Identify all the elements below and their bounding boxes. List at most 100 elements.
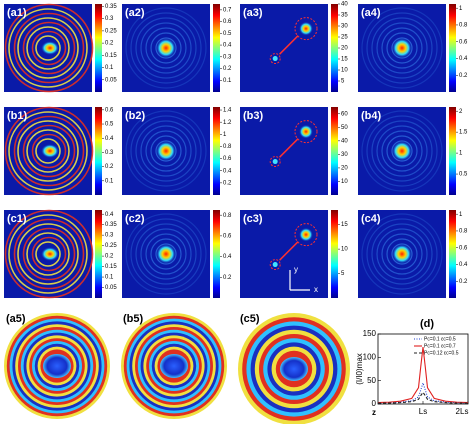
x-tick-label: Ls [419,407,427,416]
dot [272,262,278,268]
ring [135,223,197,285]
colorbar-tick-label: 0.1 [105,275,114,281]
panel-label: (a4) [361,7,381,19]
colorbar-tick-label: 0.05 [105,285,117,291]
ring [125,7,207,89]
spot [156,141,176,161]
spot [156,38,176,58]
spot [392,141,412,161]
ring [35,241,61,267]
colorbar-tick-label: 0.2 [105,41,114,47]
ring [150,135,182,167]
colorbar-tick-label: 0.7 [223,7,232,13]
colorbar-tick-label: 0.2 [459,73,468,79]
colorbar-tick-label: 0.8 [459,229,468,235]
ring [386,32,418,64]
colorbar-tick-label: 0.6 [105,107,114,113]
colorbar-tick-label: 0.25 [105,28,117,34]
x-tick-label: 2Ls [456,407,469,416]
y-tick-label: 0 [372,399,377,408]
colorbar-tick-label: 0.6 [223,19,232,25]
colorbar-tick-label: 0.5 [459,172,468,178]
colorbar [213,210,220,298]
colorbar [449,4,456,92]
ring [361,110,443,192]
colorbar-tick-label: 20 [341,166,348,172]
arrow [279,138,299,158]
ring [13,115,85,187]
spot [41,41,59,55]
spot [156,244,176,264]
ring [31,236,67,272]
colorbar-tick-label: 1.4 [223,108,232,114]
colorbar-tick-label: 0.4 [223,43,232,49]
legend-label: Pc=0.1 εc=0.7 [424,343,456,349]
y-tick-label: 150 [363,329,377,338]
ring [386,238,418,270]
colorbar-tick-label: 0.1 [105,178,114,184]
colorbar-tick-label: 10 [341,247,348,253]
ring [140,228,192,280]
ring [361,7,443,89]
core [160,354,188,378]
panel-label: (a5) [6,313,26,325]
arrow [279,35,299,55]
zoom-circle [269,156,281,168]
colorbar-tick-label: 0.6 [459,245,468,251]
ring [4,3,94,93]
colorbar-tick-label: 0.1 [223,78,232,84]
panel-label: (b4) [361,110,382,122]
colorbar-tick-label: 0.4 [459,56,468,62]
ring [4,106,94,196]
colorbar-tick-label: 0.8 [223,144,232,150]
ring [361,213,443,295]
ring [371,223,433,285]
y-axis-label: (I/I0)max [355,353,364,385]
colorbar-tick-label: 0.35 [105,4,117,10]
ring [376,228,428,280]
colorbar-tick-label: 1 [459,6,463,12]
ring [130,218,202,290]
spot [392,244,412,264]
colorbar-tick-label: 1.2 [223,120,232,126]
colorbar-tick-label: 0.4 [105,212,114,218]
ring [386,135,418,167]
ring [22,124,76,178]
colorbar-tick-label: 0.2 [223,275,232,281]
y-tick-label: 100 [363,352,377,361]
colorbar [213,4,220,92]
dot [272,159,278,165]
colorbar-tick-label: 1 [459,212,463,218]
colorbar-tick-label: 1 [459,151,463,157]
zoom-circle [294,17,318,41]
colorbar-tick-label: 0.2 [223,180,232,186]
zoom-circle [269,259,281,271]
ring [35,138,61,164]
colorbar-tick-label: 0.5 [223,31,232,37]
ring [381,130,423,172]
zoom-circle [269,53,281,65]
panel-label: (a1) [7,7,27,19]
zoom-circle [294,223,318,247]
line [377,347,469,404]
colorbar [331,107,338,195]
colorbar [213,107,220,195]
colorbar-tick-label: 0.4 [223,168,232,174]
colorbar-tick-label: 0.05 [105,77,117,83]
ring [130,115,202,187]
colorbar-tick-label: 0.8 [223,213,232,219]
ring [22,227,76,281]
ring [140,22,192,74]
colorbar-tick-label: 0.15 [105,53,117,59]
ring [381,27,423,69]
ring [145,130,187,172]
panel-label: (b3) [243,110,264,122]
ring [376,22,428,74]
core [280,357,308,381]
heatmap [240,210,328,298]
panel-label: (c5) [240,313,260,325]
colorbar-tick-label: 0.3 [105,16,114,22]
ring [135,120,197,182]
spot [41,247,59,261]
